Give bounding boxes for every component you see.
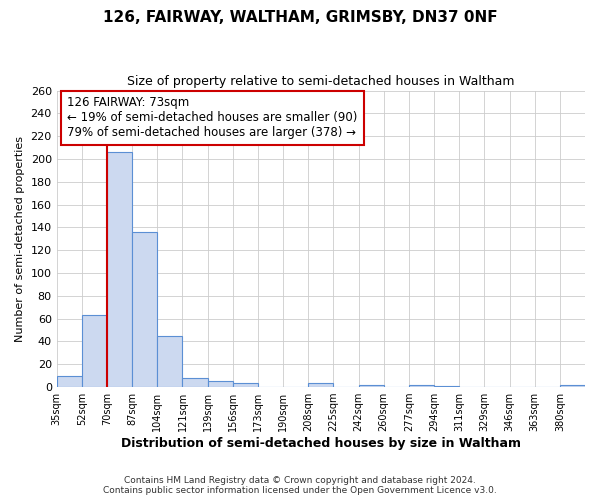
Bar: [560, 385, 585, 387]
Y-axis label: Number of semi-detached properties: Number of semi-detached properties: [15, 136, 25, 342]
Bar: [233, 382, 258, 387]
Bar: [308, 382, 334, 387]
Text: 126 FAIRWAY: 73sqm
← 19% of semi-detached houses are smaller (90)
79% of semi-de: 126 FAIRWAY: 73sqm ← 19% of semi-detache…: [67, 96, 358, 140]
Bar: [182, 378, 208, 387]
Bar: [56, 376, 82, 387]
Text: 126, FAIRWAY, WALTHAM, GRIMSBY, DN37 0NF: 126, FAIRWAY, WALTHAM, GRIMSBY, DN37 0NF: [103, 10, 497, 25]
Bar: [107, 152, 132, 387]
Bar: [208, 382, 233, 387]
Title: Size of property relative to semi-detached houses in Waltham: Size of property relative to semi-detach…: [127, 75, 515, 88]
Bar: [157, 336, 182, 387]
Text: Contains HM Land Registry data © Crown copyright and database right 2024.
Contai: Contains HM Land Registry data © Crown c…: [103, 476, 497, 495]
Bar: [409, 385, 434, 387]
X-axis label: Distribution of semi-detached houses by size in Waltham: Distribution of semi-detached houses by …: [121, 437, 521, 450]
Bar: [359, 385, 384, 387]
Bar: [82, 315, 107, 387]
Bar: [132, 232, 157, 387]
Bar: [434, 386, 459, 387]
